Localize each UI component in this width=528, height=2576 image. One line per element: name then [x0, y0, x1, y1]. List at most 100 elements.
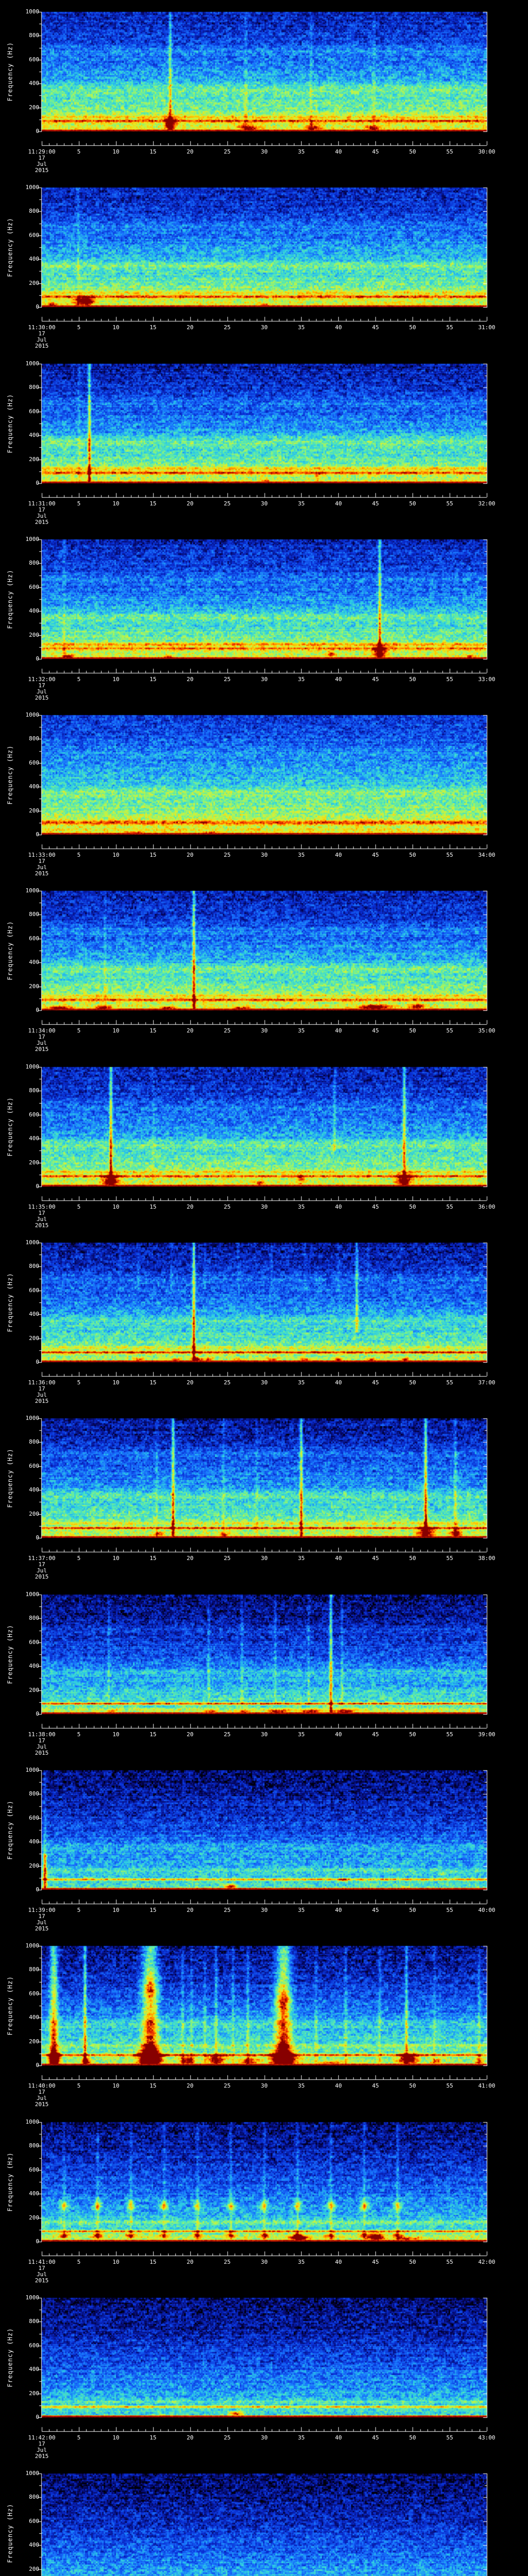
frequency-tick-label: 600 [29, 2342, 39, 2349]
frequency-tick-label: 200 [29, 2214, 39, 2221]
time-tick-label: 5 [77, 1027, 81, 1034]
spectrogram-canvas [0, 1231, 528, 1406]
time-tick-label: 55 [446, 500, 453, 507]
frequency-tick-label: 1000 [25, 1415, 40, 1421]
time-tick-label: 50 [409, 2082, 416, 2089]
time-tick-label: 25 [223, 2082, 231, 2089]
frequency-tick-label: 600 [29, 56, 39, 63]
date-month-label: Jul [37, 2447, 47, 2453]
date-month-label: Jul [37, 2095, 47, 2102]
time-tick-label: 15 [150, 1555, 157, 1562]
frequency-tick-label: 800 [29, 911, 39, 918]
time-tick-label: 5 [77, 1555, 81, 1562]
frequency-tick-label: 600 [29, 2166, 39, 2173]
frequency-tick-label: 400 [29, 1663, 39, 1670]
time-tick-label: 25 [223, 2259, 231, 2265]
time-tick-label: 10 [112, 852, 120, 858]
start-time-label: 11:37:00 [28, 1555, 56, 1562]
frequency-tick-label: 800 [29, 384, 39, 391]
frequency-axis-label: Frequency (Hz) [6, 1097, 14, 1157]
spectrogram-canvas [0, 703, 528, 879]
time-tick-label: 25 [223, 148, 231, 155]
time-tick-label: 35 [298, 2082, 305, 2089]
frequency-tick-label: 400 [29, 607, 39, 615]
end-time-label: 34:00 [478, 852, 496, 858]
time-tick-label: 15 [150, 500, 157, 507]
time-tick-label: 10 [112, 2082, 120, 2089]
time-tick-label: 15 [150, 1027, 157, 1034]
time-tick-label: 15 [150, 1204, 157, 1210]
spectrogram-panel-112900: Frequency (Hz) 0 200 400 600 800 1000 5 10 15 20 25… [0, 0, 528, 176]
time-tick-label: 10 [112, 1555, 120, 1562]
start-time-label: 11:39:00 [28, 1907, 56, 1913]
time-tick-label: 50 [409, 2434, 416, 2441]
time-tick-label: 35 [298, 148, 305, 155]
time-tick-label: 5 [77, 1379, 81, 1386]
frequency-tick-label: 400 [29, 1486, 39, 1494]
frequency-tick-label: 600 [29, 231, 39, 239]
time-tick-label: 40 [335, 1555, 342, 1562]
time-tick-label: 55 [446, 2082, 453, 2089]
frequency-tick-label: 0 [36, 1359, 39, 1365]
time-tick-label: 10 [112, 2259, 120, 2265]
time-tick-label: 30 [260, 676, 268, 683]
time-tick-label: 30 [260, 2259, 268, 2265]
frequency-axis-label: Frequency (Hz) [6, 1273, 14, 1332]
time-tick-label: 35 [298, 1379, 305, 1386]
frequency-tick-label: 200 [29, 807, 39, 814]
spectrogram-panel-113000: Frequency (Hz) 0 200 400 600 800 1000 5 10 15 20 25… [0, 176, 528, 351]
frequency-tick-label: 1000 [25, 536, 40, 543]
time-tick-label: 10 [112, 1907, 120, 1913]
start-time-label: 11:32:00 [28, 676, 56, 683]
date-day-label: 17 [38, 858, 45, 865]
time-tick-label: 30 [260, 1731, 268, 1738]
time-tick-label: 40 [335, 500, 342, 507]
end-time-label: 40:00 [478, 1907, 496, 1913]
frequency-axis-label: Frequency (Hz) [6, 217, 14, 277]
date-month-label: Jul [37, 513, 47, 519]
time-tick-label: 35 [298, 1731, 305, 1738]
frequency-tick-label: 1000 [25, 2119, 40, 2125]
date-year-label: 2015 [35, 343, 49, 349]
frequency-tick-label: 0 [36, 2414, 39, 2420]
time-tick-label: 55 [446, 1907, 453, 1913]
frequency-tick-label: 400 [29, 1311, 39, 1318]
time-tick-label: 30 [260, 148, 268, 155]
time-tick-label: 25 [223, 500, 231, 507]
time-tick-label: 15 [150, 2082, 157, 2089]
time-tick-label: 5 [77, 2434, 81, 2441]
time-tick-label: 40 [335, 148, 342, 155]
end-time-label: 33:00 [478, 676, 496, 683]
spectrogram-panel-113200: Frequency (Hz) 0 200 400 600 800 1000 5 10 15 20 25… [0, 528, 528, 703]
date-month-label: Jul [37, 864, 47, 871]
time-tick-label: 5 [77, 324, 81, 331]
time-tick-label: 50 [409, 500, 416, 507]
start-time-label: 11:33:00 [28, 852, 56, 858]
time-tick-label: 30 [260, 1555, 268, 1562]
frequency-tick-label: 1000 [25, 1942, 40, 1949]
time-tick-label: 55 [446, 852, 453, 858]
end-time-label: 32:00 [478, 500, 496, 507]
time-tick-label: 45 [372, 2259, 379, 2265]
frequency-axis-label: Frequency (Hz) [6, 1976, 14, 2036]
time-tick-label: 55 [446, 1731, 453, 1738]
frequency-tick-label: 800 [29, 735, 39, 742]
date-month-label: Jul [37, 1919, 47, 1926]
time-tick-label: 55 [446, 1379, 453, 1386]
time-tick-label: 50 [409, 676, 416, 683]
spectrogram-panel-113900: Frequency (Hz) 0 200 400 600 800 1000 5 10 15 20 25… [0, 1758, 528, 1934]
frequency-tick-label: 1000 [25, 1591, 40, 1598]
date-year-label: 2015 [35, 2453, 49, 2460]
spectrogram-panel-113100: Frequency (Hz) 0 200 400 600 800 1000 5 10 15 20 25… [0, 352, 528, 528]
spectrogram-canvas [0, 0, 528, 176]
time-tick-label: 15 [150, 1907, 157, 1913]
frequency-axis-label: Frequency (Hz) [6, 1448, 14, 1508]
spectrogram-panel-113700: Frequency (Hz) 0 200 400 600 800 1000 5 10 15 20 25… [0, 1406, 528, 1582]
time-tick-label: 10 [112, 148, 120, 155]
date-year-label: 2015 [35, 2277, 49, 2284]
end-time-label: 31:00 [478, 324, 496, 331]
time-tick-label: 50 [409, 2259, 416, 2265]
frequency-tick-label: 600 [29, 408, 39, 415]
frequency-tick-label: 200 [29, 1862, 39, 1869]
time-tick-label: 55 [446, 676, 453, 683]
